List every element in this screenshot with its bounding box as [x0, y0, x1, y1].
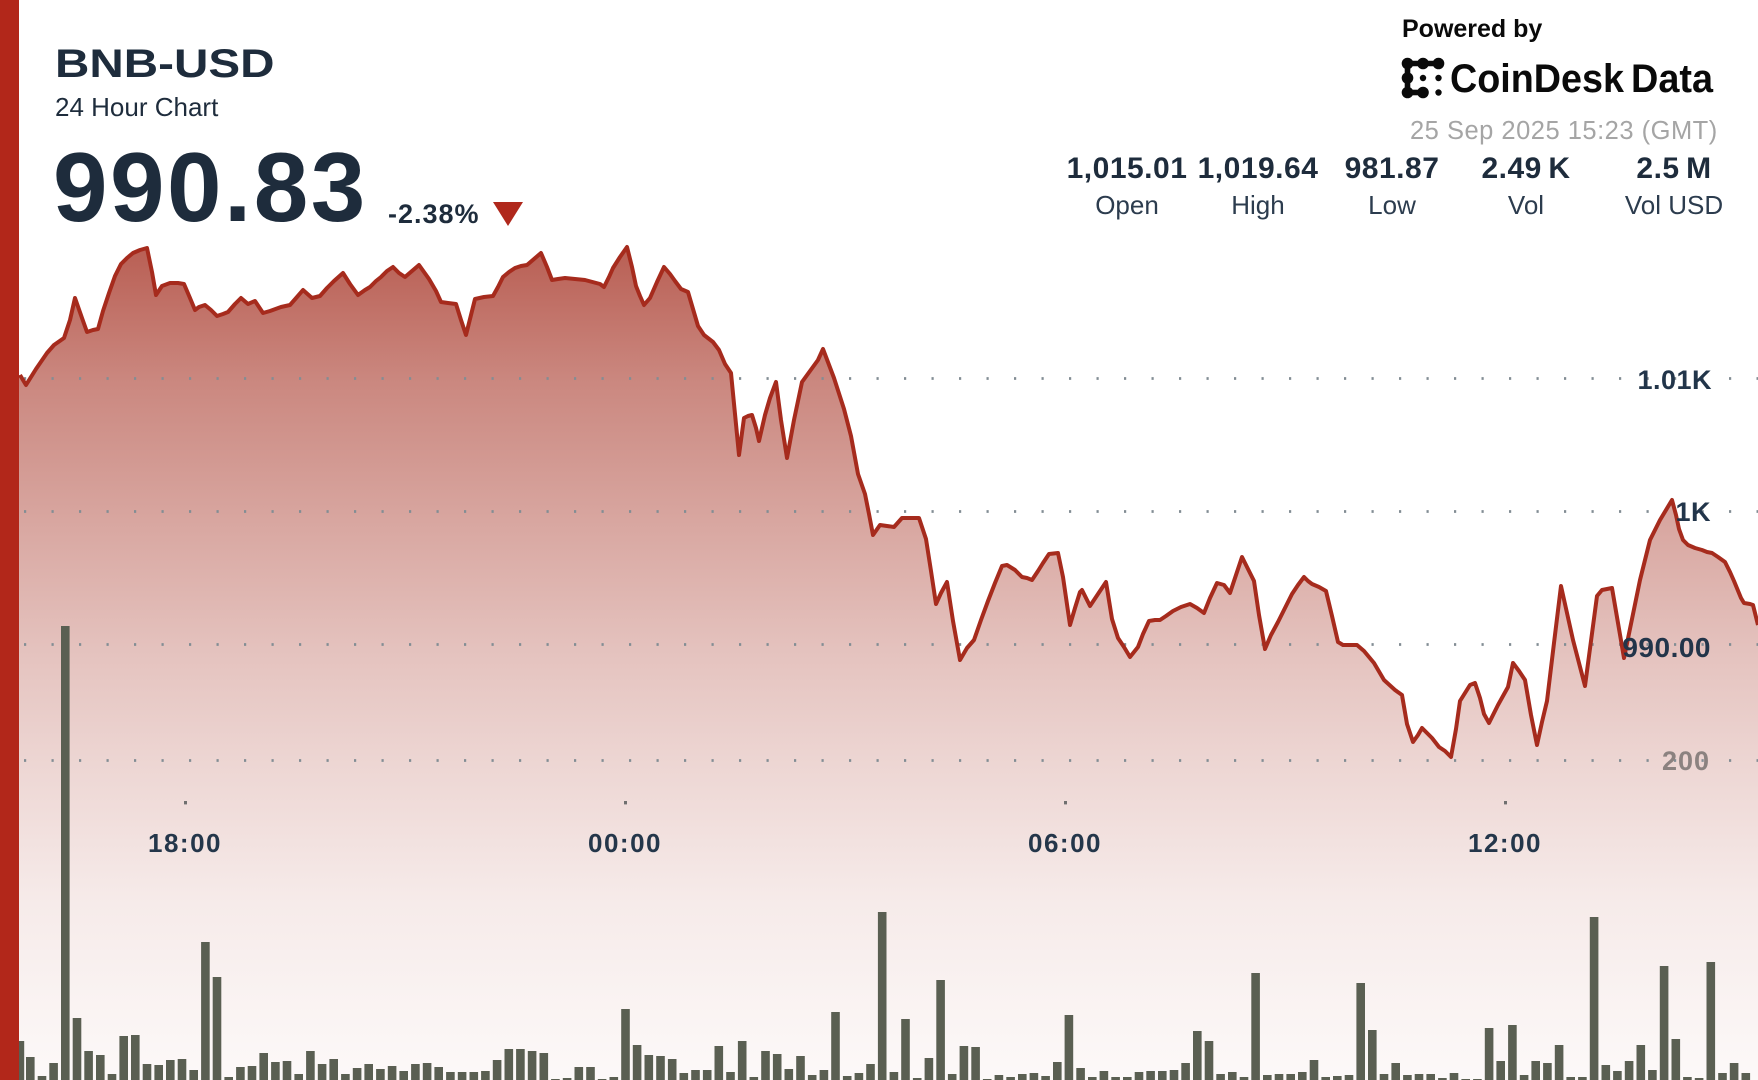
svg-text:Data: Data: [1631, 57, 1714, 98]
svg-text:CoinDesk: CoinDesk: [1450, 57, 1625, 98]
